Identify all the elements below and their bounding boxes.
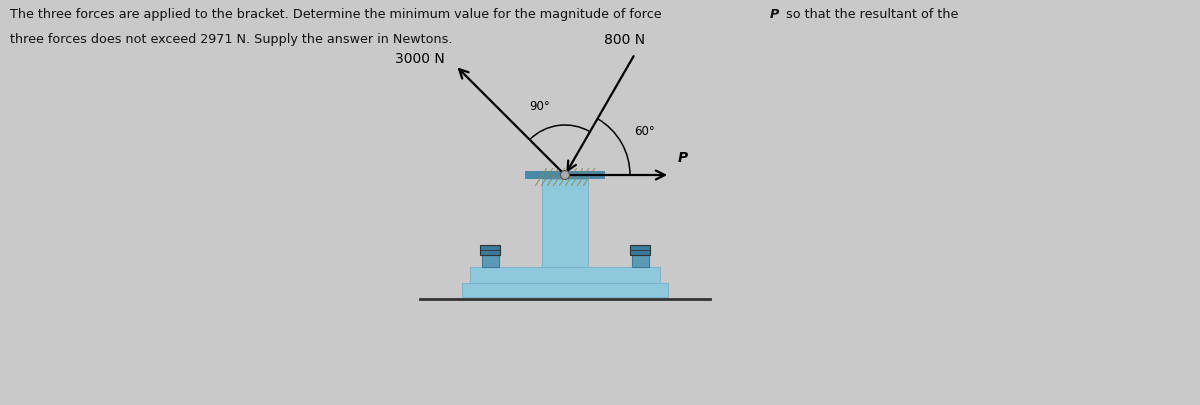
Polygon shape [480,245,500,255]
Polygon shape [462,283,668,297]
Polygon shape [481,255,498,267]
Text: 800 N: 800 N [605,33,646,47]
Polygon shape [631,255,648,267]
Text: three forces does not exceed 2971 N. Supply the answer in Newtons.: three forces does not exceed 2971 N. Sup… [10,33,452,46]
Polygon shape [542,179,588,267]
Text: The three forces are applied to the bracket. Determine the minimum value for the: The three forces are applied to the brac… [10,8,666,21]
Text: 90°: 90° [529,100,550,113]
Text: P: P [769,8,779,21]
Polygon shape [526,171,605,179]
Text: 60°: 60° [635,125,655,138]
Text: P: P [678,151,688,165]
Text: 3000 N: 3000 N [395,52,445,66]
Circle shape [560,171,570,179]
Polygon shape [630,245,650,255]
Text: so that the resultant of the: so that the resultant of the [782,8,959,21]
Polygon shape [470,267,660,283]
